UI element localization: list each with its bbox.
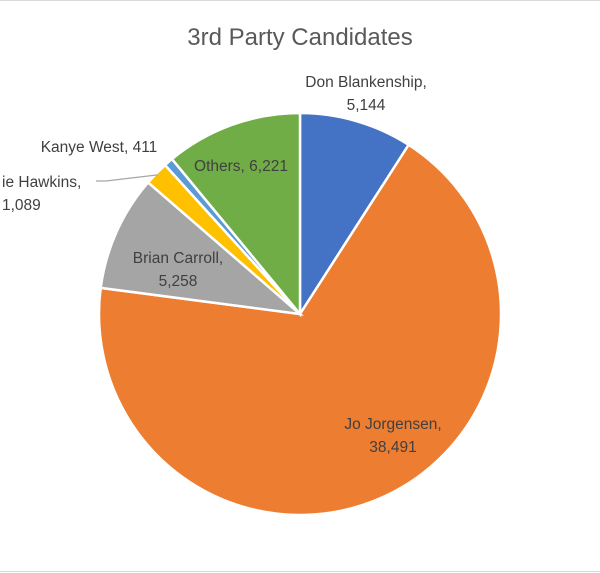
data-label-name: Others, 6,221: [194, 158, 288, 175]
data-label-name: Kanye West, 411: [41, 139, 158, 156]
pie-slice-others: [170, 111, 302, 318]
data-label-name: ie Hawkins,: [2, 174, 81, 191]
data-label-others: Others, 6,221: [194, 158, 288, 175]
data-labels: Don Blankenship, 5,144 Jo Jorgensen, 38,491…: [2, 74, 442, 456]
leader-lines: [96, 174, 158, 182]
pie-slices: [97, 111, 503, 517]
data-label-don-blankenship: Don Blankenship, 5,144: [305, 74, 427, 114]
pie-slice-brian-carroll: [99, 180, 304, 316]
data-label-howie-hawkins: ie Hawkins, 1,089: [2, 174, 81, 214]
data-label-name: Don Blankenship,: [305, 74, 427, 91]
data-label-jo-jorgensen: Jo Jorgensen, 38,491: [344, 416, 441, 456]
pie-slice-don-blankenship: [298, 111, 411, 319]
data-label-value: 38,491: [369, 439, 416, 456]
chart-title: 3rd Party Candidates: [187, 24, 412, 51]
data-label-value: 5,144: [347, 97, 386, 114]
data-label-name: Brian Carroll,: [133, 250, 223, 267]
data-label-kanye-west: Kanye West, 411: [41, 139, 158, 156]
pie-slice-jo-jorgensen: [97, 143, 503, 517]
data-label-brian-carroll: Brian Carroll, 5,258: [133, 250, 223, 290]
leader-line-howie-hawkins: [96, 174, 158, 182]
data-label-value: 5,258: [159, 273, 198, 290]
data-label-value: 1,089: [2, 197, 41, 214]
data-label-name: Jo Jorgensen,: [344, 416, 441, 433]
